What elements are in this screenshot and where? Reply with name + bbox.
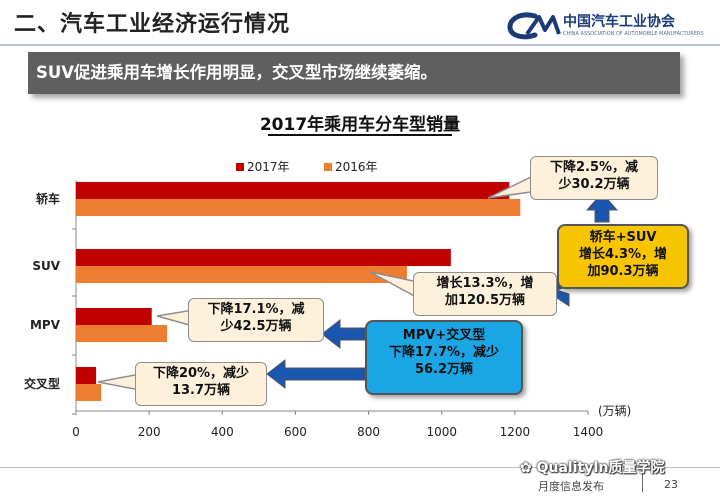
callout-sedan-suv-line2: 增长4.3%，增 [578, 247, 668, 262]
callout-sedan-suv-line1: 轿车+SUV [589, 230, 657, 245]
callout-sedan-suv: 轿车+SUV 增长4.3%，增 加90.3万辆 [557, 224, 689, 289]
callout-mpv-crossover-line2: 下降17.7%，减少 [388, 345, 500, 360]
x-tick-label: 1400 [573, 425, 604, 439]
callout-mpv-line2: 少42.5万辆 [220, 319, 292, 334]
category-label: 交叉型 [24, 376, 60, 391]
watermark: ✿ QualityIn质量学院 [520, 457, 665, 477]
callout-mpv-crossover: MPV+交叉型 下降17.7%，减少 56.2万辆 [365, 320, 523, 395]
arrow-left-to-crossover [266, 358, 366, 390]
x-tick-label: 1200 [500, 425, 531, 439]
callout-mpv-line1: 下降17.1%，减 [207, 302, 305, 317]
legend-swatch [324, 163, 332, 171]
legend-swatch [236, 163, 244, 171]
callout-sedan-line2: 少30.2万辆 [558, 177, 630, 192]
footer-separator [642, 474, 643, 492]
category-label: SUV [32, 259, 60, 273]
chart-title: 2017年乘用车分车型销量 [259, 115, 461, 135]
callout-sedan-line1: 下降2.5%，减 [549, 160, 639, 175]
callout-suv-line1: 增长13.3%，增 [436, 276, 534, 291]
page-title: 二、汽车工业经济运行情况 [14, 12, 291, 37]
callout-mpv-crossover-line1: MPV+交叉型 [402, 328, 486, 343]
callout-sedan: 下降2.5%，减 少30.2万辆 [530, 156, 658, 200]
bar-2016年 [76, 266, 407, 283]
bar-2017年 [76, 182, 510, 199]
bar-2017年 [76, 308, 152, 325]
x-tick-label: 1000 [426, 425, 457, 439]
callout-suv: 增长13.3%，增 加120.5万辆 [413, 272, 557, 316]
bar-2017年 [76, 249, 451, 266]
header-divider [0, 44, 720, 46]
callout-sedan-suv-line3: 加90.3万辆 [587, 264, 659, 279]
callout-crossover: 下降20%，减少 13.7万辆 [135, 362, 267, 406]
logo-text: 中国汽车工业协会 [563, 14, 675, 30]
bar-2016年 [76, 325, 168, 342]
callout-crossover-line2: 13.7万辆 [171, 383, 231, 398]
x-tick-label: 200 [138, 425, 161, 439]
x-tick-label: 0 [72, 425, 80, 439]
callout-mpv-crossover-line3: 56.2万辆 [414, 362, 474, 377]
chart-title-underline [268, 134, 452, 136]
arrow-up-to-sedan [585, 192, 619, 223]
x-tick-label: 600 [284, 425, 307, 439]
association-logo: 中国汽车工业协会 CHINA ASSOCIATION OF AUTOMOBILE… [505, 8, 710, 44]
watermark-text: QualityIn质量学院 [536, 460, 665, 476]
wechat-icon: ✿ [520, 460, 537, 476]
category-label: 轿车 [36, 191, 60, 206]
legend-label: 2017年 [247, 160, 290, 174]
callout-suv-line2: 加120.5万辆 [444, 293, 526, 308]
callout-crossover-line1: 下降20%，减少 [152, 366, 250, 381]
callout-mpv: 下降17.1%，减 少42.5万辆 [188, 298, 324, 342]
x-axis-unit-label: (万辆) [598, 404, 631, 418]
bar-2016年 [76, 199, 521, 216]
caam-logo-icon [507, 12, 561, 40]
x-tick-label: 800 [357, 425, 380, 439]
footer-text: 月度信息发布 [538, 480, 604, 493]
category-label: MPV [30, 318, 61, 332]
arrow-left-to-mpv [321, 318, 366, 350]
bar-2017年 [76, 367, 97, 384]
footer-divider [0, 467, 720, 468]
x-tick-label: 400 [211, 425, 234, 439]
bar-2016年 [76, 384, 102, 401]
page-number: 23 [664, 478, 678, 491]
summary-banner: SUV促进乘用车增长作用明显，交叉型市场继续萎缩。 [28, 52, 680, 94]
legend-label: 2016年 [335, 160, 378, 174]
callout-crossover-tail [97, 373, 141, 391]
logo-english-text: CHINA ASSOCIATION OF AUTOMOBILE MANUFACT… [563, 31, 704, 37]
